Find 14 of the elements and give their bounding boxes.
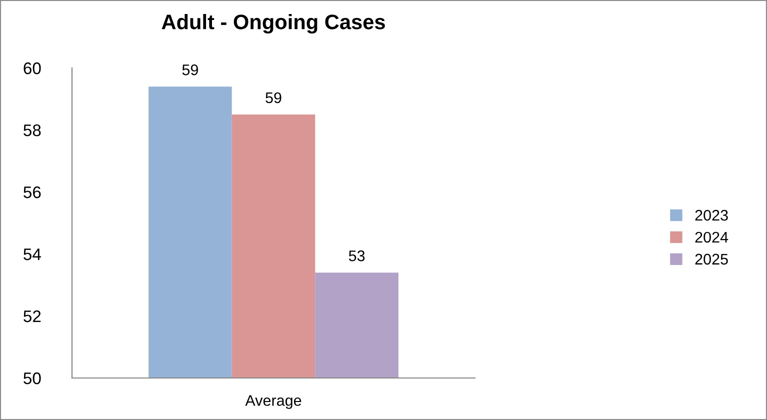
data-label: 53 (348, 250, 365, 262)
data-label: 59 (266, 92, 282, 104)
legend-label: 2023 (695, 210, 728, 221)
chart-title: Adult - Ongoing Cases (162, 14, 385, 34)
y-tick-label: 50 (24, 372, 41, 384)
y-tick-label: 54 (24, 248, 41, 260)
legend-label: 2025 (695, 254, 728, 265)
y-tick-label: 56 (24, 186, 41, 198)
legend-label: 2024 (695, 232, 728, 243)
y-tick-label: 60 (24, 62, 41, 74)
x-tick-label: Average (245, 395, 302, 409)
y-tick-label: 52 (24, 310, 41, 322)
y-tick-label: 58 (24, 124, 41, 136)
data-label: 59 (182, 64, 198, 76)
